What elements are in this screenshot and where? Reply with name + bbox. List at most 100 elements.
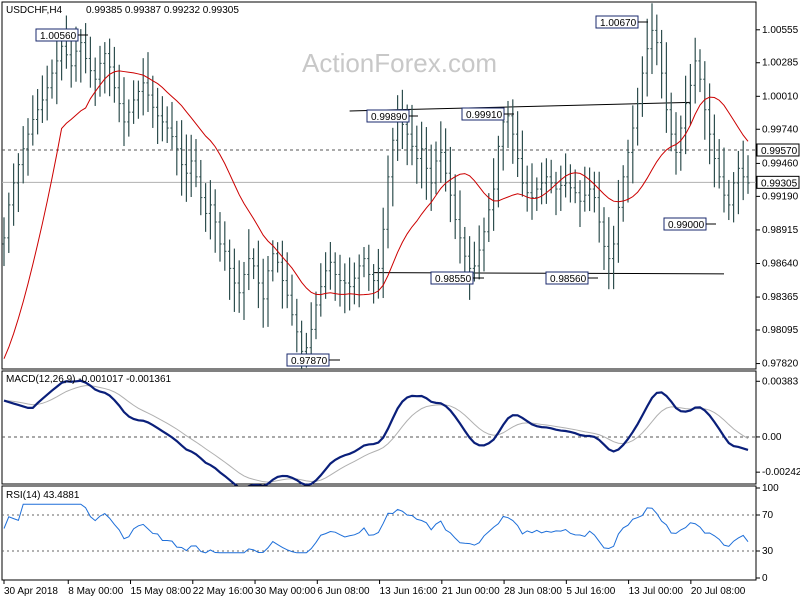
price-bar bbox=[2, 217, 6, 267]
price-bar bbox=[117, 64, 121, 123]
price-bar bbox=[525, 165, 529, 212]
x-tick-label: 30 Apr 2018 bbox=[4, 586, 58, 597]
price-bar bbox=[415, 125, 419, 184]
price-bar bbox=[232, 248, 236, 312]
price-bar bbox=[429, 144, 433, 211]
price-bar bbox=[386, 155, 390, 249]
price-bar bbox=[55, 30, 59, 105]
price-bar bbox=[535, 177, 539, 211]
price-bar bbox=[218, 212, 222, 262]
price-bar bbox=[338, 254, 342, 307]
price-bar bbox=[242, 261, 246, 320]
price-bar bbox=[228, 239, 232, 300]
price-bar bbox=[516, 111, 520, 177]
price-bar bbox=[40, 75, 44, 123]
svg-text:0.98550: 0.98550 bbox=[435, 274, 472, 285]
price-bar bbox=[45, 65, 49, 121]
price-bar bbox=[362, 247, 366, 278]
ohlc-header: 0.99385 0.99387 0.99232 0.99305 bbox=[86, 5, 239, 16]
x-tick-label: 22 May 16:00 bbox=[193, 586, 254, 597]
price-bar bbox=[482, 217, 486, 272]
key-level-tag: 0.98550 bbox=[430, 271, 474, 285]
price-tick-label: 0.98915 bbox=[762, 225, 799, 236]
price-bar bbox=[655, 14, 659, 66]
price-bar bbox=[343, 263, 347, 314]
x-tick-label: 28 Jun 08:00 bbox=[504, 586, 562, 597]
price-bar bbox=[439, 121, 443, 183]
price-bar bbox=[631, 105, 635, 184]
price-bar bbox=[698, 49, 702, 93]
svg-text:0.99910: 0.99910 bbox=[466, 110, 503, 121]
price-bar bbox=[367, 244, 371, 291]
current-price-marker: 0.99305 bbox=[756, 175, 800, 189]
price-bar bbox=[160, 96, 164, 142]
macd-axis: 0.00383 0.00 -0.002423 bbox=[756, 376, 800, 478]
price-bar bbox=[736, 150, 740, 215]
price-bar bbox=[391, 127, 395, 207]
price-bar bbox=[175, 120, 179, 176]
svg-text:0.97870: 0.97870 bbox=[291, 356, 328, 367]
price-bar bbox=[98, 45, 102, 97]
price-bar bbox=[468, 236, 472, 300]
price-bar bbox=[607, 217, 611, 290]
rsi-pane-frame bbox=[1, 485, 757, 581]
price-bar bbox=[540, 162, 544, 205]
price-bar bbox=[319, 263, 323, 317]
price-bar bbox=[722, 147, 726, 213]
price-bar bbox=[674, 112, 678, 175]
price-bar bbox=[156, 87, 160, 145]
price-bar bbox=[410, 104, 414, 166]
price-bar bbox=[573, 169, 577, 204]
price-bar bbox=[487, 193, 491, 242]
price-bar bbox=[732, 172, 736, 223]
price-bar bbox=[621, 165, 625, 222]
price-bar bbox=[170, 101, 174, 150]
price-bar bbox=[69, 35, 73, 88]
price-bar bbox=[357, 254, 361, 308]
price-bar bbox=[7, 192, 11, 253]
price-tick-label: 1.00555 bbox=[762, 25, 799, 36]
svg-text:0.99305: 0.99305 bbox=[761, 178, 798, 189]
price-bar bbox=[151, 75, 155, 128]
price-bar bbox=[79, 29, 83, 83]
price-bar bbox=[112, 46, 116, 103]
price-tick-label: 0.98095 bbox=[762, 325, 799, 336]
rsi-tick-label: 0 bbox=[762, 573, 768, 584]
price-bar bbox=[453, 174, 457, 240]
price-bar bbox=[420, 121, 424, 189]
price-bar bbox=[381, 207, 385, 299]
price-bar bbox=[208, 180, 212, 240]
price-bar bbox=[348, 257, 352, 311]
price-bar bbox=[213, 189, 217, 253]
key-level-tag: 1.00670 bbox=[595, 15, 639, 29]
key-level-tag: 0.99890 bbox=[366, 109, 410, 123]
price-tick-label: 1.00285 bbox=[762, 58, 799, 69]
svg-text:0.99570: 0.99570 bbox=[761, 146, 798, 157]
key-level-tags: 1.00560 0.97870 0.99890 0.99910 0.98550 0.985… bbox=[35, 15, 716, 367]
price-bar bbox=[189, 134, 193, 198]
price-bar bbox=[194, 139, 198, 188]
x-tick-label: 30 May 00:00 bbox=[255, 586, 316, 597]
price-bar bbox=[31, 95, 35, 146]
price-bar bbox=[12, 163, 16, 226]
key-level-tag: 0.99910 bbox=[461, 107, 505, 121]
x-tick-label: 15 May 08:00 bbox=[131, 586, 192, 597]
price-bar bbox=[21, 126, 25, 184]
price-bar bbox=[108, 38, 112, 97]
price-bar bbox=[64, 15, 68, 69]
svg-text:1.00560: 1.00560 bbox=[40, 31, 77, 42]
price-bar bbox=[448, 146, 452, 223]
x-axis: 30 Apr 2018 8 May 00:00 15 May 08:00 22 May… bbox=[3, 580, 746, 597]
price-bar bbox=[693, 37, 697, 104]
price-bar bbox=[88, 36, 92, 88]
price-bar bbox=[717, 139, 721, 189]
price-bar bbox=[328, 242, 332, 290]
price-bar bbox=[290, 274, 294, 326]
price-bar bbox=[199, 159, 203, 216]
price-bar bbox=[688, 63, 692, 125]
svg-text:0.99890: 0.99890 bbox=[371, 112, 408, 123]
price-bar bbox=[741, 140, 745, 201]
x-tick-label: 8 May 00:00 bbox=[68, 586, 123, 597]
ohlc-bars bbox=[2, 3, 750, 369]
